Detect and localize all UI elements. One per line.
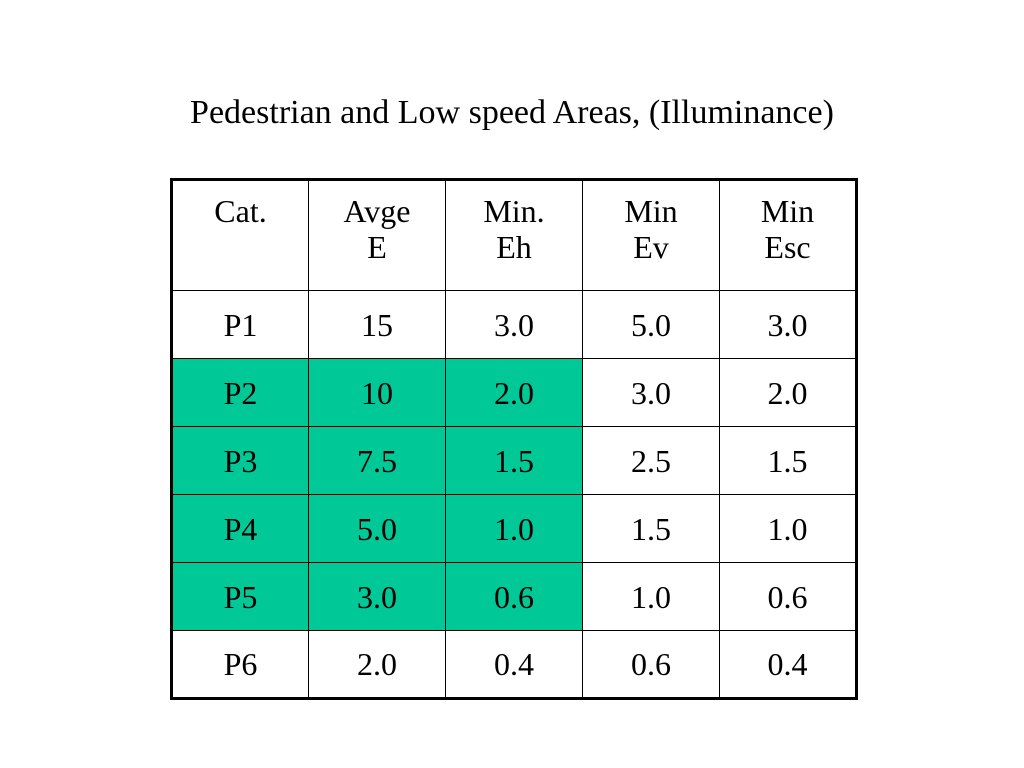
- min-eh-cell: 1.0: [445, 494, 583, 563]
- min-eh-cell: 1.5: [445, 426, 583, 495]
- average-e-cell: 7.5: [308, 426, 446, 495]
- min-esc-cell: 0.6: [719, 562, 857, 631]
- table-row: P2 10 2.0 3.0 2.0: [171, 358, 857, 427]
- min-esc-cell: 0.4: [719, 630, 857, 699]
- category-cell: P4: [171, 494, 309, 563]
- average-e-cell: 5.0: [308, 494, 446, 563]
- min-ev-cell: 5.0: [582, 290, 720, 359]
- min-esc-cell: 3.0: [719, 290, 857, 359]
- min-eh-cell: 0.4: [445, 630, 583, 699]
- category-cell: P1: [171, 290, 309, 359]
- table-row: P3 7.5 1.5 2.5 1.5: [171, 426, 857, 495]
- min-eh-cell: 0.6: [445, 562, 583, 631]
- category-cell: P2: [171, 358, 309, 427]
- min-esc-cell: 1.5: [719, 426, 857, 495]
- average-e-cell: 2.0: [308, 630, 446, 699]
- table-row: P6 2.0 0.4 0.6 0.4: [171, 630, 857, 699]
- min-eh-cell: 2.0: [445, 358, 583, 427]
- min-esc-cell: 2.0: [719, 358, 857, 427]
- column-header-min-vertical: Min Ev: [582, 179, 720, 291]
- min-ev-cell: 3.0: [582, 358, 720, 427]
- column-header-min-horizontal: Min. Eh: [445, 179, 583, 291]
- slide-title: Pedestrian and Low speed Areas, (Illumin…: [190, 94, 834, 131]
- min-ev-cell: 2.5: [582, 426, 720, 495]
- average-e-cell: 15: [308, 290, 446, 359]
- illuminance-table-container: Cat. Avge E Min. Eh Min Ev Min Esc: [170, 178, 858, 700]
- column-header-min-semicylindrical: Min Esc: [719, 179, 857, 291]
- column-header-average-illuminance: Avge E: [308, 179, 446, 291]
- category-cell: P5: [171, 562, 309, 631]
- min-eh-cell: 3.0: [445, 290, 583, 359]
- table-row: P4 5.0 1.0 1.5 1.0: [171, 494, 857, 563]
- table-header-row: Cat. Avge E Min. Eh Min Ev Min Esc: [171, 179, 857, 291]
- min-esc-cell: 1.0: [719, 494, 857, 563]
- average-e-cell: 3.0: [308, 562, 446, 631]
- min-ev-cell: 1.5: [582, 494, 720, 563]
- min-ev-cell: 0.6: [582, 630, 720, 699]
- category-cell: P6: [171, 630, 309, 699]
- column-header-category: Cat.: [171, 179, 309, 291]
- illuminance-table: Cat. Avge E Min. Eh Min Ev Min Esc: [170, 178, 858, 700]
- table-row: P1 15 3.0 5.0 3.0: [171, 290, 857, 359]
- average-e-cell: 10: [308, 358, 446, 427]
- table-row: P5 3.0 0.6 1.0 0.6: [171, 562, 857, 631]
- category-cell: P3: [171, 426, 309, 495]
- min-ev-cell: 1.0: [582, 562, 720, 631]
